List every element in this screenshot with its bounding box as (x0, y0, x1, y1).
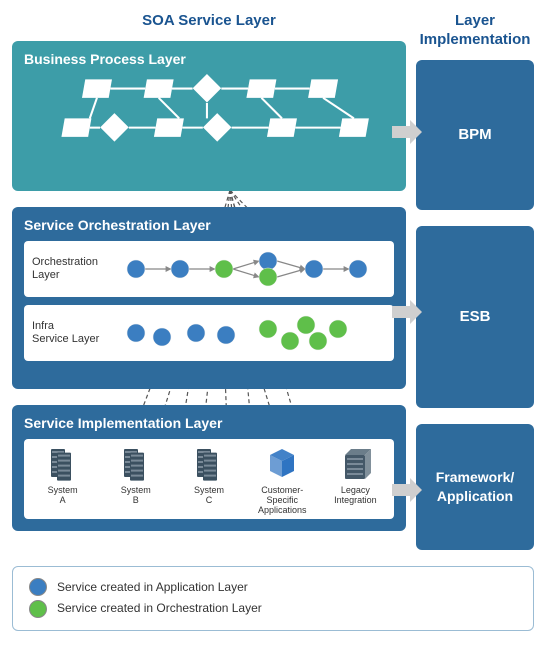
orchestration-sublayer: Orchestration Layer (24, 241, 394, 297)
business-process-layer: Business Process Layer (12, 41, 406, 191)
bp-flowchart (24, 67, 394, 149)
bp-title: Business Process Layer (24, 51, 394, 67)
impl-item: Legacy Integration (323, 447, 388, 515)
impl-item: System A (30, 447, 95, 515)
so-title: Service Orchestration Layer (24, 217, 394, 233)
service-orchestration-layer: Service Orchestration Layer Orchestratio… (12, 207, 406, 389)
impl-framework: Framework/ Application (416, 424, 534, 550)
right-header: Layer Implementation (416, 12, 534, 50)
impl-items-row: System A System B System C Customer-Specifi… (24, 439, 394, 519)
infra-circles (110, 315, 386, 351)
orch-circle-icon (29, 600, 47, 618)
legend-app-label: Service created in Application Layer (57, 577, 248, 599)
si-title: Service Implementation Layer (24, 415, 394, 431)
legend-orch-label: Service created in Orchestration Layer (57, 598, 262, 620)
server-icon (120, 447, 152, 483)
impl-item: Customer-Specific Applications (250, 447, 315, 515)
left-header: SOA Service Layer (12, 12, 406, 31)
impl-item: System C (176, 447, 241, 515)
cube-icon (266, 447, 298, 483)
legacy-icon (339, 447, 371, 483)
impl-bpm: BPM (416, 60, 534, 210)
legend-box: Service created in Application Layer Ser… (12, 566, 534, 631)
impl-item-label: System C (176, 485, 241, 505)
orch-label: Orchestration Layer (32, 256, 104, 282)
impl-item: System B (103, 447, 168, 515)
orch-circles (110, 251, 386, 287)
impl-item-label: Legacy Integration (323, 485, 388, 505)
server-icon (47, 447, 79, 483)
impl-item-label: System B (103, 485, 168, 505)
impl-item-label: System A (30, 485, 95, 505)
infra-label: Infra Service Layer (32, 320, 104, 346)
infra-sublayer: Infra Service Layer (24, 305, 394, 361)
server-icon (193, 447, 225, 483)
impl-item-label: Customer-Specific Applications (250, 485, 315, 515)
legend-orch-row: Service created in Orchestration Layer (29, 598, 517, 620)
legend-app-row: Service created in Application Layer (29, 577, 517, 599)
app-circle-icon (29, 578, 47, 596)
impl-esb: ESB (416, 226, 534, 408)
service-implementation-layer: Service Implementation Layer System ASys… (12, 405, 406, 531)
